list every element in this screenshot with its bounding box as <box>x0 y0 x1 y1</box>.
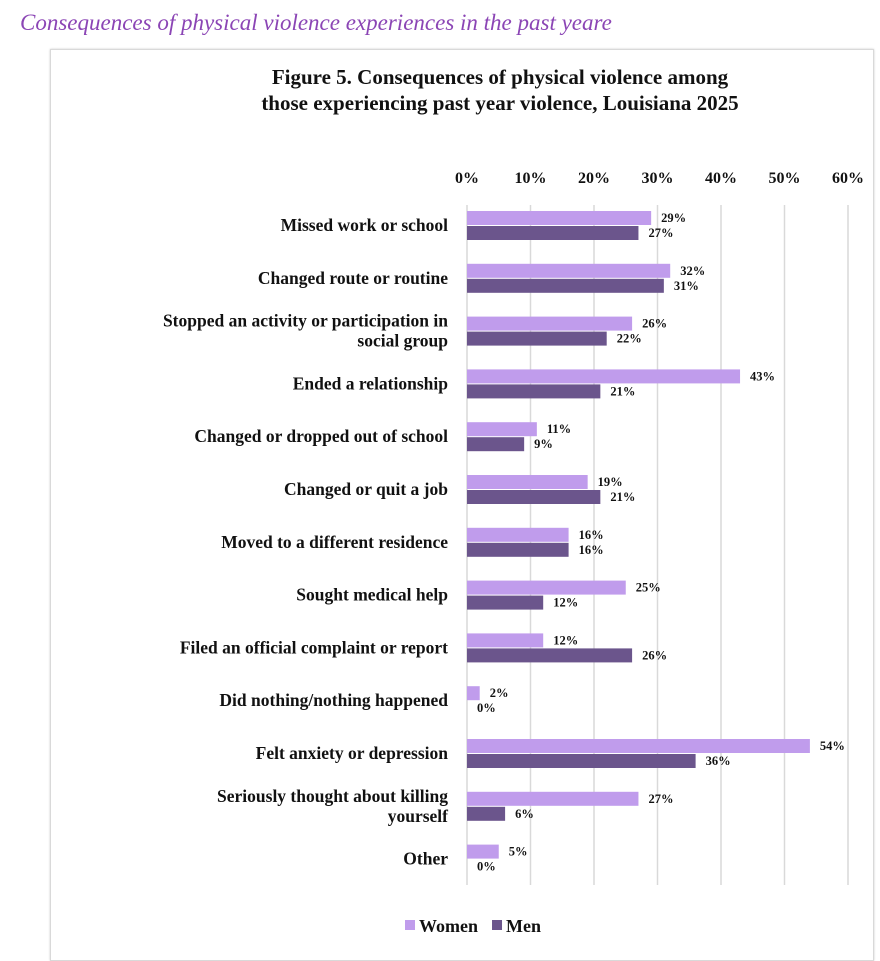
bar-women <box>467 580 626 595</box>
bar-women <box>467 739 810 753</box>
category-label: Changed or dropped out of school <box>194 426 448 446</box>
data-label-women: 2% <box>490 686 509 700</box>
x-tick-label: 60% <box>832 170 864 187</box>
bar-men <box>467 331 607 346</box>
bar-women <box>467 475 588 489</box>
data-label-women: 32% <box>680 264 705 278</box>
category-label: social group <box>357 331 448 351</box>
data-label-women: 5% <box>509 845 528 859</box>
data-label-men: 9% <box>534 437 553 451</box>
bar-women <box>467 211 652 225</box>
bar-men <box>467 226 639 240</box>
bar-men <box>467 278 664 293</box>
bar-women <box>467 791 639 806</box>
bar-women <box>467 527 569 542</box>
bar-women <box>467 844 499 859</box>
bar-women <box>467 633 544 648</box>
page-heading: Consequences of physical violence experi… <box>20 10 612 35</box>
x-tick-label: 20% <box>578 170 610 187</box>
data-label-men: 0% <box>477 860 496 874</box>
category-label: Seriously thought about killing <box>217 786 448 806</box>
chart-title-line-1: Figure 5. Consequences of physical viole… <box>271 65 729 89</box>
data-label-men: 27% <box>648 226 673 240</box>
data-label-women: 29% <box>661 211 686 225</box>
x-tick-label: 0% <box>455 170 479 187</box>
category-label: Filed an official complaint or report <box>180 637 448 657</box>
data-label-women: 43% <box>750 369 775 383</box>
bar-men <box>467 595 544 610</box>
category-label: Changed or quit a job <box>284 479 448 499</box>
data-label-men: 6% <box>515 807 534 821</box>
bar-men <box>467 437 525 452</box>
bar-men <box>467 806 506 821</box>
x-tick-label: 50% <box>769 170 801 187</box>
data-label-women: 16% <box>579 528 604 542</box>
category-label: Moved to a different residence <box>221 532 448 552</box>
category-label: Ended a relationship <box>293 373 449 393</box>
bar-women <box>467 686 480 701</box>
bar-women <box>467 422 537 437</box>
data-label-women: 54% <box>820 739 845 753</box>
data-label-women: 19% <box>598 475 623 489</box>
data-label-men: 16% <box>579 543 604 557</box>
chart-title: Figure 5. Consequences of physical viole… <box>150 64 850 116</box>
chart-title-line-2: those experiencing past year violence, L… <box>261 91 739 115</box>
bar-women <box>467 263 671 278</box>
category-label: Stopped an activity or participation in <box>163 311 448 331</box>
x-tick-label: 40% <box>705 170 737 187</box>
data-label-women: 11% <box>547 422 571 436</box>
data-label-men: 22% <box>617 332 642 346</box>
x-tick-label: 30% <box>642 170 674 187</box>
legend-swatch-women <box>405 920 415 930</box>
category-label: Missed work or school <box>281 215 449 235</box>
category-label: Changed route or routine <box>258 268 448 288</box>
data-label-women: 27% <box>648 792 673 806</box>
data-label-men: 21% <box>610 490 635 504</box>
x-tick-label: 10% <box>515 170 547 187</box>
data-label-men: 0% <box>477 701 496 715</box>
legend-label-women: Women <box>419 916 478 936</box>
category-label: Sought medical help <box>296 585 448 605</box>
data-label-men: 26% <box>642 648 667 662</box>
category-label: yourself <box>388 806 448 826</box>
category-label: Felt anxiety or depression <box>256 743 449 763</box>
data-label-women: 12% <box>553 633 578 647</box>
bar-men <box>467 648 633 663</box>
data-label-men: 36% <box>706 754 731 768</box>
bar-women <box>467 369 741 384</box>
bar-men <box>467 490 601 504</box>
bar-women <box>467 316 633 331</box>
chart-panel <box>50 49 874 961</box>
bar-men <box>467 384 601 399</box>
bar-men <box>467 542 569 557</box>
data-label-men: 21% <box>610 384 635 398</box>
bar-men <box>467 754 696 768</box>
data-label-men: 12% <box>553 596 578 610</box>
category-label: Other <box>403 849 448 869</box>
legend-label-men: Men <box>506 916 541 936</box>
data-label-men: 31% <box>674 279 699 293</box>
legend-swatch-men <box>492 920 503 930</box>
data-label-women: 26% <box>642 317 667 331</box>
data-label-women: 25% <box>636 581 661 595</box>
category-label: Did nothing/nothing happened <box>219 690 448 710</box>
